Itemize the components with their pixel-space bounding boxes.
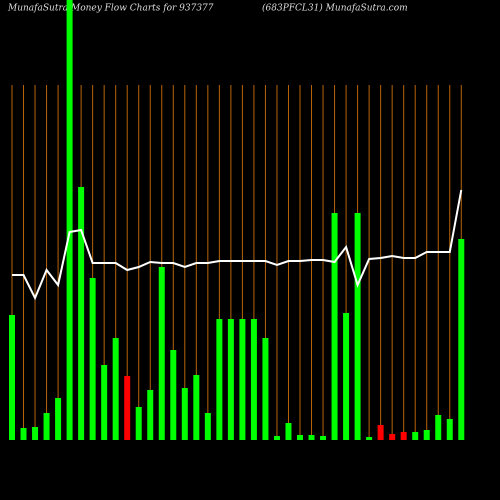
- bar: [273, 436, 280, 440]
- chart-title: MunafaSutra Money Flow Charts for 937377: [7, 4, 214, 14]
- bar: [366, 437, 373, 440]
- bar: [9, 315, 15, 440]
- bar: [193, 375, 200, 440]
- bar: [435, 415, 442, 440]
- bar: [285, 423, 292, 440]
- bar: [216, 319, 223, 440]
- bar: [423, 430, 430, 440]
- chart-subtitle: (683PFCL31) MunafaSutra.com: [262, 3, 408, 14]
- bar: [389, 434, 396, 440]
- bar: [262, 338, 269, 440]
- bar: [446, 419, 453, 440]
- bar: [112, 338, 119, 440]
- bar: [135, 407, 142, 440]
- bar: [55, 398, 62, 440]
- bar: [147, 390, 154, 440]
- bar: [89, 278, 96, 440]
- bar: [239, 319, 246, 440]
- bar: [204, 413, 211, 440]
- bar: [400, 432, 407, 440]
- bar: [412, 432, 419, 440]
- bar: [354, 213, 361, 440]
- bar: [297, 435, 303, 440]
- bar: [181, 388, 188, 440]
- money-flow-line: [12, 189, 463, 301]
- bar: [124, 376, 131, 440]
- bar: [377, 425, 384, 440]
- bar: [20, 428, 27, 440]
- bar: [158, 267, 165, 440]
- bar: [32, 427, 39, 440]
- bar: [308, 435, 315, 440]
- bar: [43, 413, 50, 440]
- bar: [320, 436, 327, 440]
- bar: [170, 350, 177, 440]
- bar: [331, 213, 338, 440]
- bar: [227, 319, 234, 440]
- bar: [78, 187, 85, 440]
- bar: [250, 319, 257, 440]
- bar: [101, 365, 108, 440]
- bar: [343, 313, 350, 440]
- bar: [66, 0, 73, 440]
- bar: [458, 239, 465, 440]
